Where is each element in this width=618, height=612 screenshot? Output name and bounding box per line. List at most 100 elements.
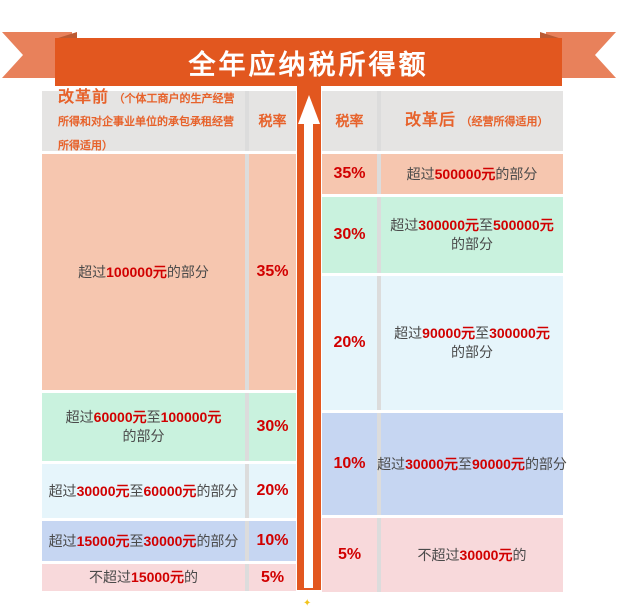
amount-value: 30000元	[405, 455, 458, 472]
header-title-cell: 改革前 （个体工商户的生产经营所得和对企事业单位的承包承租经营所得适用）	[42, 89, 245, 152]
column-divider	[245, 91, 249, 151]
ribbon-right-fold	[540, 32, 562, 39]
tax-rate-cell: 10%	[322, 413, 377, 515]
column-divider	[377, 154, 381, 194]
bracket-text: 的部分	[451, 344, 493, 360]
page-title: 全年应纳税所得额	[188, 49, 429, 80]
table-subtitle: （个体工商户的生产经营所得和对企事业单位的承包承租经营所得适用）	[58, 93, 235, 152]
amount-value: 30000元	[76, 482, 130, 499]
bracket-text: 不超过	[89, 569, 132, 586]
bracket-text: 的部分	[524, 455, 567, 472]
tax-rate-cell: 5%	[322, 518, 377, 592]
amount-value: 60000元	[143, 482, 197, 499]
rate-header-cell: 税率	[322, 91, 377, 151]
amount-value: 300000元	[489, 325, 550, 342]
ribbon-left-fold	[55, 32, 77, 39]
bracket-text: 的部分	[196, 482, 239, 499]
amount-value: 500000元	[493, 217, 554, 234]
up-arrow-icon	[298, 95, 320, 124]
table-title: 改革后	[405, 112, 457, 130]
bracket-text: 超过	[406, 165, 435, 182]
bracket-text: 超过	[377, 455, 406, 472]
income-bracket-cell: 超过15000元至30000元的部分	[42, 521, 245, 561]
table-header: 改革前 （个体工商户的生产经营所得和对企事业单位的承包承租经营所得适用） 税率	[42, 89, 296, 152]
bracket-text: 超过	[390, 217, 419, 234]
income-bracket-cell: 超过60000元至100000元的部分	[42, 393, 245, 461]
after-reform-table: 税率 改革后 （经营所得适用） 35% 超过500000元的部分 30% 超过3000…	[322, 91, 567, 595]
up-arrow-shaft	[304, 122, 313, 588]
bracket-text: 超过	[48, 532, 77, 549]
bracket-text: 至	[129, 532, 144, 549]
table-row: 35% 超过500000元的部分	[322, 154, 563, 194]
column-divider	[245, 154, 249, 390]
income-bracket-cell: 不超过30000元的	[381, 518, 563, 592]
column-divider	[377, 413, 381, 515]
bracket-text: 至	[479, 217, 493, 234]
before-reform-table: 改革前 （个体工商户的生产经营所得和对企事业单位的承包承租经营所得适用） 税率 …	[42, 89, 296, 594]
table-row: 30% 超过300000元至500000元 的部分	[322, 197, 563, 273]
amount-value: 500000元	[434, 165, 496, 182]
column-divider	[245, 464, 249, 518]
amount-value: 30000元	[143, 532, 197, 549]
column-divider	[377, 197, 381, 273]
bracket-text: 至	[458, 455, 472, 472]
bracket-text: 的部分	[122, 428, 165, 444]
income-bracket-cell: 超过30000元至60000元的部分	[42, 464, 245, 518]
bracket-text: 超过	[394, 325, 423, 342]
table-row: 超过60000元至100000元 的部分 30%	[42, 393, 296, 461]
table-row: 5% 不超过30000元的	[322, 518, 563, 592]
amount-value: 90000元	[422, 325, 476, 342]
amount-value: 90000元	[472, 455, 525, 472]
bracket-text: 超过	[65, 409, 94, 426]
tax-rate-cell: 35%	[322, 154, 377, 194]
table-row: 10% 超过30000元至90000元的部分	[322, 413, 567, 515]
tax-rate-cell: 20%	[322, 276, 377, 410]
table-row: 20% 超过90000元至300000元 的部分	[322, 276, 563, 410]
tax-rate-cell: 5%	[249, 564, 296, 591]
table-title: 改革前	[58, 89, 110, 107]
bracket-text: 不超过	[417, 546, 460, 563]
amount-value: 100000元	[160, 409, 222, 426]
bracket-text: 超过	[48, 482, 77, 499]
rate-header-cell: 税率	[249, 91, 296, 151]
income-bracket-cell: 超过30000元至90000元的部分	[377, 413, 567, 515]
sparkle-decoration: ✦	[303, 598, 312, 609]
amount-value: 15000元	[76, 532, 130, 549]
table-row: 超过30000元至60000元的部分 20%	[42, 464, 296, 518]
amount-value: 30000元	[459, 546, 513, 563]
table-row: 不超过15000元的 5%	[42, 564, 296, 591]
amount-value: 300000元	[418, 217, 479, 234]
bracket-text: 的部分	[451, 236, 493, 252]
column-divider	[377, 276, 381, 410]
income-bracket-cell: 不超过15000元的	[42, 564, 245, 591]
table-subtitle: （经营所得适用）	[460, 116, 549, 129]
table-row: 超过15000元至30000元的部分 10%	[42, 521, 296, 561]
tax-rate-cell: 10%	[249, 521, 296, 561]
amount-value: 15000元	[131, 569, 184, 586]
tax-rate-cell: 35%	[249, 154, 296, 390]
bracket-text: 至	[475, 325, 490, 342]
column-divider	[245, 393, 249, 461]
column-divider	[377, 91, 381, 151]
table-row: 超过100000元的部分 35%	[42, 154, 296, 390]
income-bracket-cell: 超过300000元至500000元 的部分	[381, 197, 563, 273]
bracket-text: 超过	[78, 263, 107, 280]
column-divider	[245, 521, 249, 561]
tax-rate-cell: 20%	[249, 464, 296, 518]
bracket-text: 的部分	[495, 165, 538, 182]
income-bracket-cell: 超过90000元至300000元的部分	[381, 276, 563, 410]
bracket-text: 的部分	[196, 532, 239, 549]
tax-rate-cell: 30%	[322, 197, 377, 273]
bracket-text: 的	[512, 546, 527, 563]
bracket-text: 的	[183, 569, 198, 586]
bracket-text: 至	[146, 409, 161, 426]
bracket-text: 的部分	[166, 263, 209, 280]
tax-rate-cell: 30%	[249, 393, 296, 461]
title-banner: 全年应纳税所得额	[55, 38, 562, 86]
column-divider	[245, 564, 249, 591]
amount-value: 60000元	[93, 409, 147, 426]
table-header: 税率 改革后 （经营所得适用）	[322, 91, 563, 151]
header-title-cell: 改革后 （经营所得适用）	[381, 91, 563, 151]
income-bracket-cell: 超过500000元的部分	[381, 154, 563, 194]
